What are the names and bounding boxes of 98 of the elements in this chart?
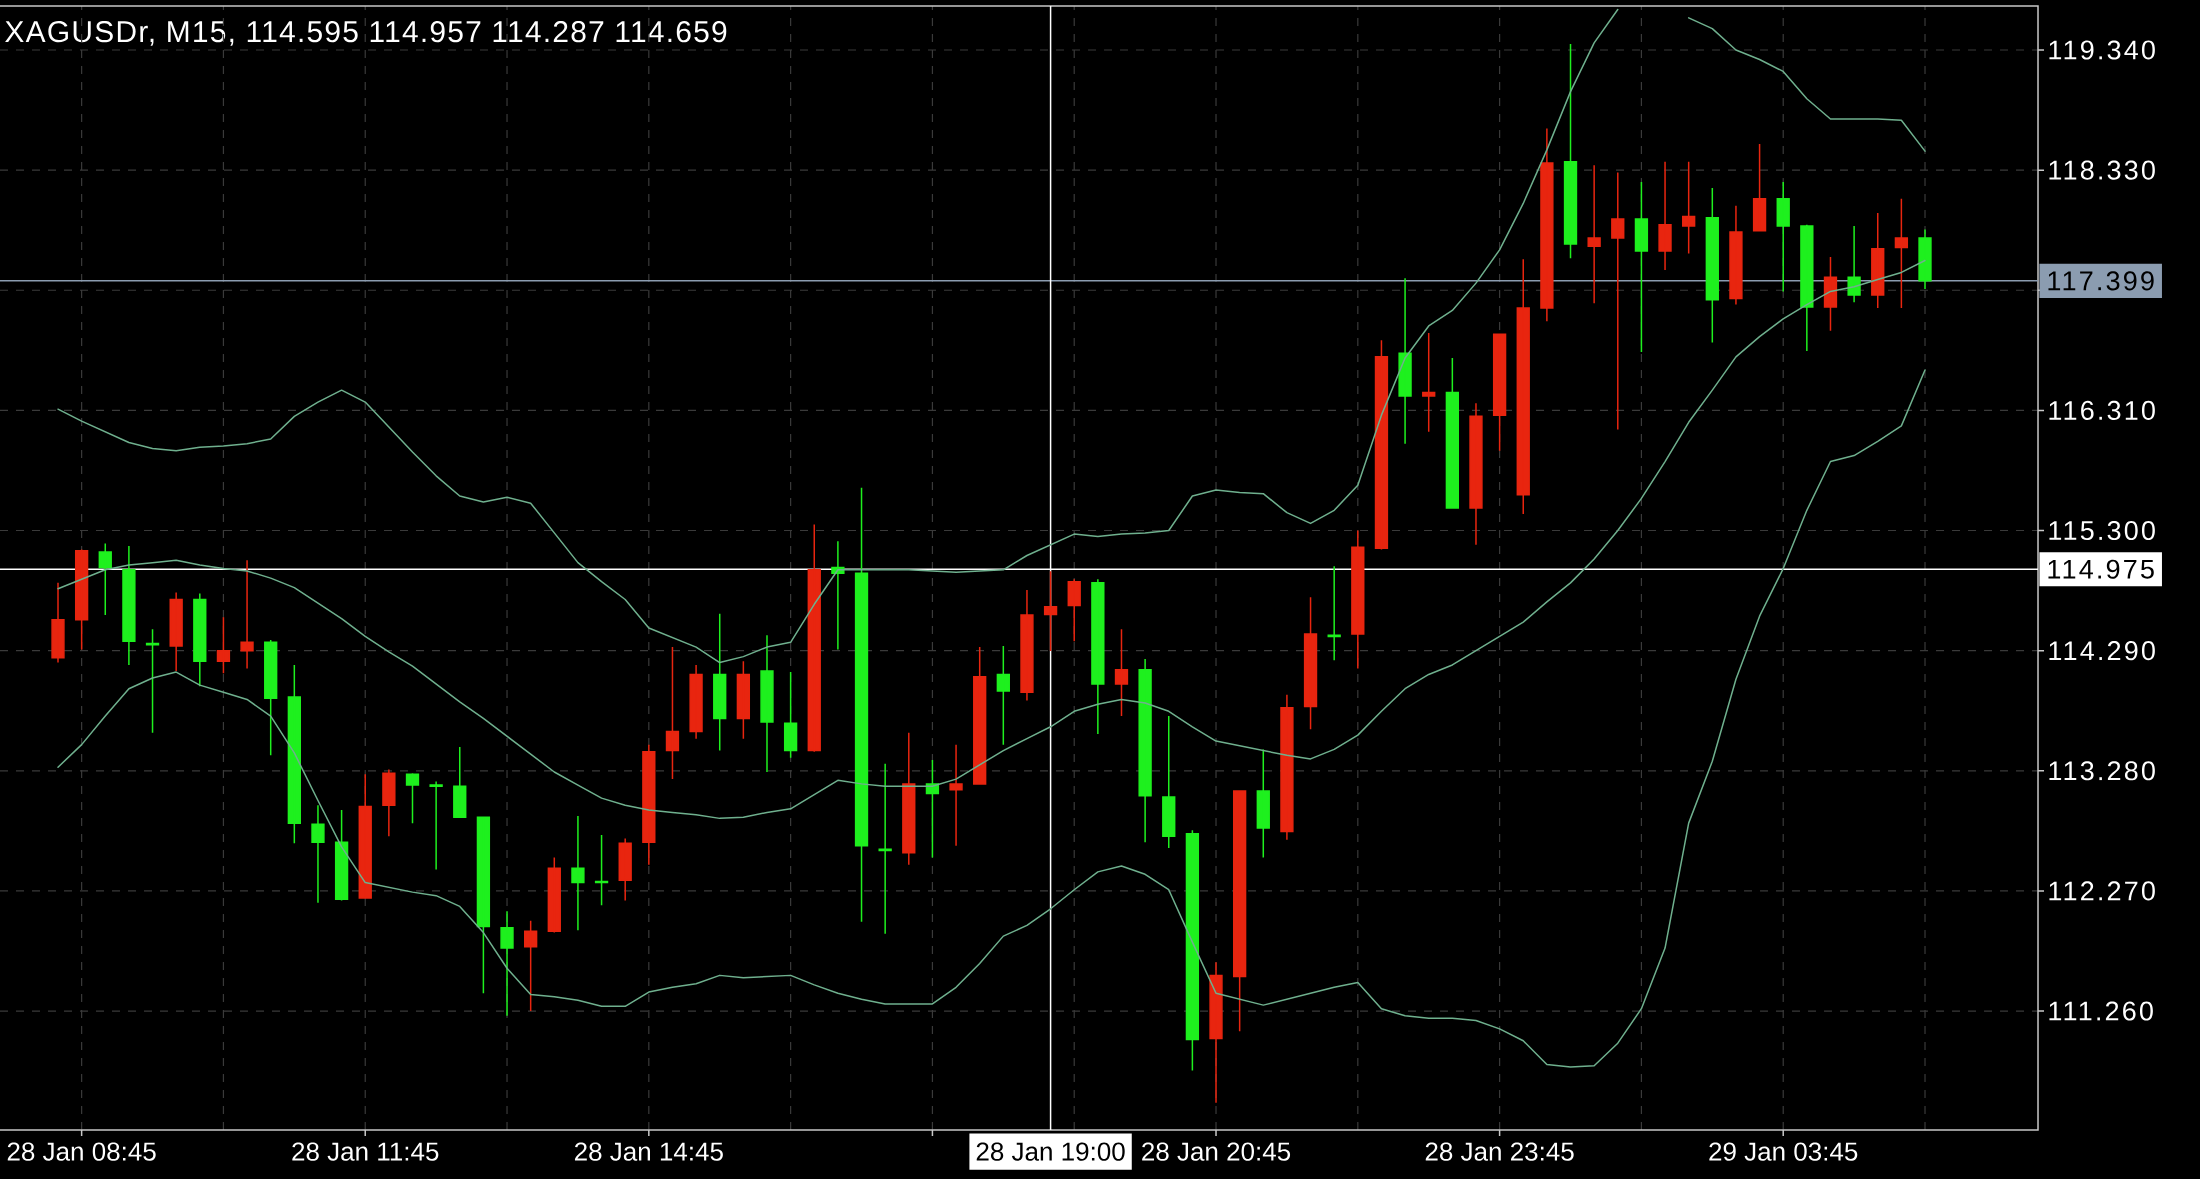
candlestick bbox=[1516, 258, 1530, 515]
candlestick bbox=[594, 834, 609, 906]
candlestick bbox=[476, 816, 491, 994]
ref-line-label: 117.399 bbox=[2048, 271, 2154, 291]
candlestick bbox=[193, 592, 207, 688]
candlestick bbox=[334, 809, 349, 902]
x-tick-label: 28 Jan 14:45 bbox=[574, 1142, 723, 1161]
candlestick bbox=[1894, 197, 1909, 309]
candlestick bbox=[287, 664, 301, 845]
candlestick bbox=[382, 768, 396, 837]
candlestick bbox=[500, 910, 514, 1017]
candlestick bbox=[74, 548, 89, 651]
candlestick bbox=[1351, 529, 1365, 670]
candlestick bbox=[264, 639, 278, 757]
candlestick bbox=[1658, 161, 1672, 271]
chart-title: XAGUSDr, M15, 114.595 114.957 114.287 114.659 bbox=[5, 21, 727, 46]
candlestick bbox=[524, 919, 538, 1012]
candlestick bbox=[1492, 333, 1507, 452]
candlestick bbox=[807, 523, 821, 753]
candlestick bbox=[1374, 339, 1389, 551]
candlestick bbox=[973, 646, 987, 785]
candlestick bbox=[713, 613, 727, 752]
candlestick bbox=[1563, 43, 1578, 259]
candlestick bbox=[122, 545, 136, 666]
candlestick bbox=[878, 762, 892, 935]
candlestick bbox=[169, 591, 183, 672]
candlestick bbox=[453, 746, 467, 818]
x-tick-label: 28 Jan 11:45 bbox=[292, 1142, 439, 1161]
y-tick-label: 115.300 bbox=[2049, 520, 2155, 541]
candlestick bbox=[1280, 693, 1294, 841]
candlestick bbox=[51, 582, 65, 664]
y-tick-label: 111.260 bbox=[2049, 1001, 2153, 1021]
candlestick bbox=[689, 664, 703, 740]
candlestick bbox=[145, 628, 160, 734]
candlestick bbox=[1138, 658, 1152, 843]
candlestick bbox=[311, 804, 325, 904]
candlestick bbox=[1445, 357, 1460, 509]
candlestick bbox=[902, 731, 916, 866]
x-tick-label: 29 Jan 03:45 bbox=[1709, 1142, 1858, 1161]
ref-line-label: 114.975 bbox=[2048, 559, 2154, 579]
candlestick bbox=[1209, 961, 1223, 1104]
candlestick bbox=[98, 542, 112, 616]
candlestick bbox=[1823, 256, 1838, 332]
candlestick bbox=[1611, 171, 1625, 431]
candlestick bbox=[1256, 748, 1270, 859]
candlestick bbox=[1587, 164, 1601, 305]
candlestick bbox=[1303, 596, 1318, 730]
candlestick bbox=[1185, 829, 1200, 1072]
candlestick bbox=[1918, 228, 1932, 290]
candlestick bbox=[405, 772, 420, 824]
candlestick bbox=[642, 743, 656, 866]
candlestick bbox=[240, 559, 254, 670]
y-tick-label: 114.290 bbox=[2049, 641, 2155, 661]
candlestick bbox=[1398, 277, 1412, 445]
candlestick bbox=[949, 743, 963, 847]
candlestick bbox=[1847, 225, 1861, 303]
candlestick bbox=[358, 773, 372, 899]
candlestick bbox=[854, 486, 869, 923]
candlestick bbox=[1800, 224, 1814, 352]
x-tick-label: 28 Jan 08:45 bbox=[7, 1142, 156, 1161]
candlestick bbox=[1705, 187, 1719, 344]
x-tick-label: 28 Jan 19:00 bbox=[976, 1142, 1125, 1161]
candlestick bbox=[1540, 127, 1554, 322]
candlestick bbox=[1776, 181, 1790, 293]
candlestick bbox=[1422, 332, 1436, 433]
candlestick bbox=[216, 616, 231, 675]
candlestick bbox=[1114, 628, 1129, 717]
candlestick bbox=[665, 646, 680, 780]
candlestick bbox=[1162, 715, 1176, 849]
candlestick bbox=[547, 856, 561, 934]
candlestick bbox=[1729, 205, 1743, 306]
candlestick bbox=[1871, 212, 1885, 309]
y-tick-label: 118.330 bbox=[2049, 160, 2155, 180]
x-tick-label: 28 Jan 20:45 bbox=[1142, 1142, 1291, 1161]
candlestick bbox=[1067, 578, 1081, 642]
candlestick bbox=[1752, 143, 1767, 232]
candlestick bbox=[1020, 589, 1034, 702]
candlestick bbox=[925, 759, 940, 859]
y-tick-label: 113.280 bbox=[2049, 761, 2155, 781]
candlestick bbox=[760, 634, 774, 773]
y-tick-label: 116.310 bbox=[2049, 400, 2155, 420]
candlestick bbox=[736, 660, 751, 740]
y-tick-label: 119.340 bbox=[2049, 40, 2155, 60]
candlestick bbox=[1043, 570, 1058, 652]
candlestick bbox=[996, 645, 1010, 746]
candlestick bbox=[618, 837, 632, 902]
candlestick bbox=[1091, 578, 1105, 735]
candlestick bbox=[783, 671, 798, 759]
candlestick bbox=[429, 780, 443, 871]
candlestick bbox=[1327, 565, 1341, 661]
candlestick bbox=[1682, 161, 1696, 255]
candlestick bbox=[1634, 181, 1649, 353]
y-tick-label: 112.270 bbox=[2049, 881, 2155, 901]
candlestick bbox=[1232, 790, 1247, 1033]
candlestick bbox=[1469, 402, 1483, 546]
candlestick bbox=[571, 815, 585, 931]
x-tick-label: 28 Jan 23:45 bbox=[1425, 1142, 1574, 1161]
candlestick bbox=[831, 540, 845, 651]
